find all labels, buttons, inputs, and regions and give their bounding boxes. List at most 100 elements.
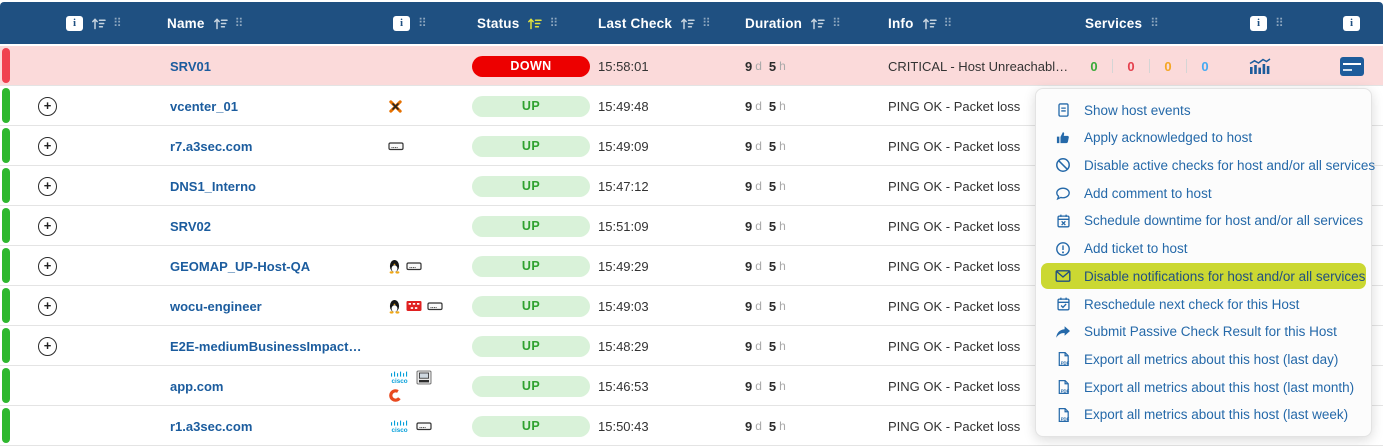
host-name-link[interactable]: DNS1_Interno (170, 178, 256, 194)
info-icon[interactable]: i (66, 15, 83, 31)
menu-item-add-ticket-to-host[interactable]: Add ticket to host (1041, 236, 1366, 262)
duration-days: 9 (745, 218, 753, 234)
last-check-value: 15:47:12 (598, 178, 649, 194)
host-name-link[interactable]: app.com (170, 378, 224, 394)
metrics-chart-button[interactable] (1248, 46, 1278, 86)
menu-item-apply-acknowledged-to-host[interactable]: Apply acknowledged to host (1041, 125, 1366, 151)
status-cell: UP (472, 126, 590, 166)
drag-handle-icon[interactable]: ⠿ (418, 16, 427, 30)
host-name-link[interactable]: E2E-mediumBusinessImpact… (170, 338, 362, 354)
drag-handle-icon[interactable]: ⠿ (832, 16, 841, 30)
host-icon[interactable] (100, 46, 124, 86)
host-icon[interactable] (100, 166, 124, 206)
host-name-link[interactable]: r7.a3sec.com (170, 138, 253, 154)
drag-handle-icon[interactable]: ⠿ (702, 16, 711, 30)
expand-row-button[interactable]: + (38, 326, 62, 366)
drag-handle-icon[interactable]: ⠿ (549, 16, 559, 30)
host-name-link[interactable]: wocu-engineer (170, 298, 262, 314)
duration-days-unit: d (755, 259, 762, 273)
host-icon[interactable] (100, 126, 124, 166)
last-check-value: 15:51:09 (598, 218, 649, 234)
host-name-link[interactable]: SRV01 (170, 58, 211, 74)
drag-handle-icon[interactable]: ⠿ (943, 16, 953, 30)
menu-item-schedule-downtime-for-host-and-or-all-services[interactable]: Schedule downtime for host and/or all se… (1041, 208, 1366, 234)
cisco-icon: cisco (391, 420, 408, 434)
host-icon[interactable] (100, 286, 124, 326)
drag-handle-icon[interactable]: ⠿ (234, 16, 244, 30)
expand-row-button[interactable]: + (38, 86, 62, 126)
host-icon[interactable] (100, 86, 124, 126)
status-badge: UP (472, 95, 590, 117)
menu-item-label: Export all metrics about this host (last… (1084, 379, 1355, 395)
menu-item-submit-passive-check-result-for-this-host[interactable]: Submit Passive Check Result for this Hos… (1041, 319, 1366, 345)
host-actions-menu-button[interactable] (1340, 46, 1368, 86)
services-ok-count[interactable]: 0 (1090, 58, 1098, 74)
menu-item-label: Schedule downtime for host and/or all se… (1084, 213, 1364, 229)
drag-handle-icon[interactable]: ⠿ (1150, 16, 1159, 30)
header-controls-1: i ⠿ (66, 2, 122, 44)
status-cell: UP (472, 406, 590, 446)
fortinet-icon (406, 300, 422, 312)
sort-active-icon[interactable] (527, 17, 543, 30)
menu-item-label: Add ticket to host (1084, 241, 1188, 257)
file-pdf-icon: PDF (1054, 379, 1072, 396)
menu-item-label: Show host events (1084, 102, 1191, 118)
menu-item-disable-active-checks-for-host-and-or-all-services[interactable]: Disable active checks for host and/or al… (1041, 152, 1375, 178)
host-icon[interactable] (100, 326, 124, 366)
duration-days-unit: d (755, 339, 762, 353)
duration-days-unit: d (755, 139, 762, 153)
duration-hours-unit: h (779, 299, 786, 313)
services-unknown-count[interactable]: 0 (1201, 58, 1209, 74)
sort-icon[interactable] (810, 17, 825, 30)
host-name-link[interactable]: SRV02 (170, 218, 211, 234)
last-check-value: 15:46:53 (598, 378, 649, 394)
info-icon[interactable]: i (1343, 15, 1360, 31)
menu-item-add-comment-to-host[interactable]: Add comment to host (1041, 180, 1366, 206)
status-badge: UP (472, 295, 590, 317)
info-icon[interactable]: i (393, 15, 410, 31)
last-check-value: 15:49:48 (598, 98, 649, 114)
sort-icon[interactable] (680, 17, 695, 30)
drag-handle-icon[interactable]: ⠿ (113, 16, 122, 30)
menu-item-reschedule-next-check-for-this-host[interactable]: Reschedule next check for this Host (1041, 291, 1366, 317)
host-name-link[interactable]: GEOMAP_UP-Host-QA (170, 258, 311, 274)
host-state-stripe (2, 88, 10, 123)
info-icon[interactable]: i (1250, 15, 1267, 31)
expand-row-button[interactable]: + (38, 126, 62, 166)
sort-icon[interactable] (213, 17, 228, 30)
host-name-link[interactable]: vcenter_01 (170, 98, 238, 114)
services-critical-count[interactable]: 0 (1127, 58, 1135, 74)
host-name-link[interactable]: r1.a3sec.com (170, 418, 253, 434)
menu-item-export-all-metrics-about-this-host-last-day[interactable]: PDF Export all metrics about this host (l… (1041, 346, 1366, 372)
host-icon[interactable] (100, 206, 124, 246)
host-icon[interactable] (100, 366, 124, 406)
menu-item-export-all-metrics-about-this-host-last-week[interactable]: PDF Export all metrics about this host (l… (1041, 402, 1366, 428)
menu-item-disable-notifications-for-host-and-or-all-services[interactable]: Disable notifications for host and/or al… (1041, 263, 1366, 290)
host-icon[interactable] (100, 246, 124, 286)
drag-handle-icon[interactable]: ⠿ (1275, 16, 1284, 30)
col-status-label: Status (477, 15, 520, 31)
host-icon[interactable] (100, 406, 124, 446)
services-warning-count[interactable]: 0 (1164, 58, 1172, 74)
expand-row-button[interactable]: + (38, 286, 62, 326)
host-vendor-icons (388, 126, 446, 166)
duration-days-unit: d (755, 419, 762, 433)
menu-item-show-host-events[interactable]: Show host events (1041, 97, 1366, 123)
expand-row-button[interactable]: + (38, 246, 62, 286)
plus-icon: + (43, 178, 52, 193)
status-badge: UP (472, 335, 590, 357)
info-value: PING OK - Packet loss (888, 298, 1021, 314)
sort-icon[interactable] (91, 17, 106, 30)
thumbs-up-icon (1054, 129, 1072, 146)
menu-item-export-all-metrics-about-this-host-last-month[interactable]: PDF Export all metrics about this host (l… (1041, 374, 1366, 400)
expand-row-button[interactable]: + (38, 166, 62, 206)
menu-item-label: Disable notifications for host and/or al… (1084, 268, 1366, 284)
expand-row-button[interactable]: + (38, 206, 62, 246)
cisco-icon: cisco (391, 371, 408, 385)
menu-item-label: Export all metrics about this host (last… (1084, 407, 1349, 423)
last-check-value: 15:49:09 (598, 138, 649, 154)
sort-icon[interactable] (922, 17, 937, 30)
